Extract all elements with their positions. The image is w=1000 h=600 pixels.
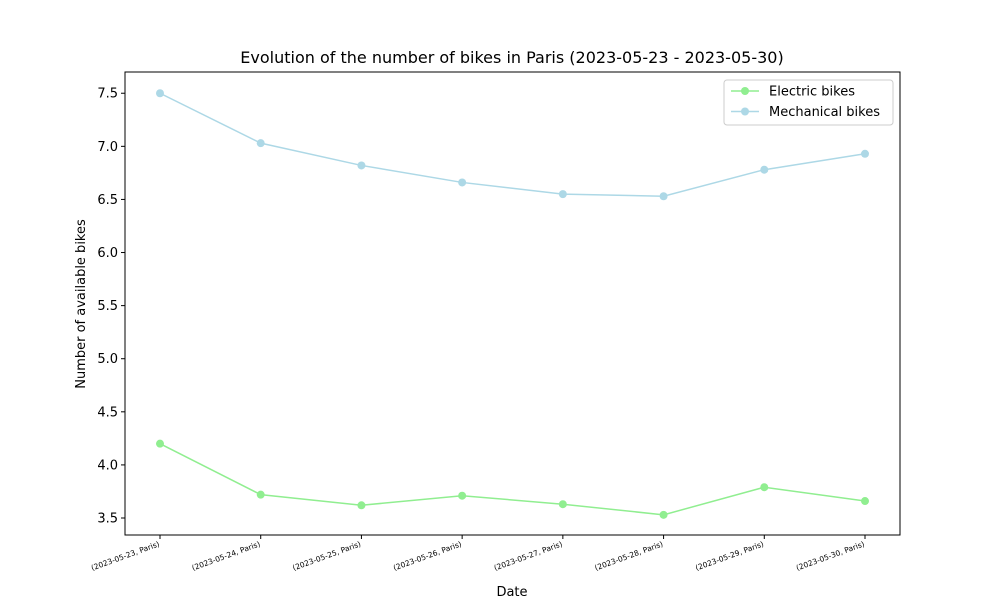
y-tick-label: 4.5: [97, 405, 118, 420]
data-point: [357, 501, 366, 510]
series-layer: [156, 89, 869, 519]
y-tick-label: 6.5: [97, 193, 118, 208]
data-point: [659, 510, 668, 519]
x-axis-ticks: (2023-05-23, Paris) (2023-05-24, Paris) (2…: [90, 535, 866, 573]
data-point: [760, 165, 769, 174]
data-point: [659, 192, 668, 201]
data-point: [256, 490, 265, 499]
legend-box: [723, 79, 894, 126]
y-axis-label: Number of available bikes: [74, 219, 89, 389]
data-point: [458, 491, 467, 500]
data-point: [458, 178, 467, 187]
y-tick-label: 3.5: [97, 512, 118, 527]
y-tick-label: 4.0: [97, 458, 118, 473]
y-tick-label: 6.0: [97, 246, 118, 261]
y-tick-label: 7.5: [97, 87, 118, 102]
chart-title: Evolution of the number of bikes in Pari…: [240, 48, 783, 67]
series-mechanical-bikes: [156, 89, 869, 201]
data-point: [558, 500, 567, 509]
data-point: [861, 149, 869, 158]
x-tick-label: (2023-05-27, Paris): [493, 539, 564, 572]
x-axis-label: Date: [496, 585, 527, 600]
series-line: [159, 443, 866, 516]
legend-entry: Mechanical bikes: [731, 105, 880, 120]
x-tick-label: (2023-05-25, Paris): [291, 539, 362, 572]
series-line: [159, 92, 866, 197]
legend-label: Electric bikes: [769, 85, 855, 100]
x-tick-label: (2023-05-30, Paris): [795, 539, 866, 572]
y-tick-label: 5.5: [97, 299, 118, 314]
y-tick-label: 7.0: [97, 140, 118, 155]
x-tick-label: (2023-05-29, Paris): [694, 539, 765, 572]
legend-marker: [741, 107, 749, 116]
data-point: [760, 483, 769, 492]
data-point: [256, 139, 265, 148]
data-point: [156, 439, 164, 448]
x-tick-label: (2023-05-23, Paris): [90, 539, 161, 572]
x-tick-label: (2023-05-24, Paris): [191, 539, 262, 572]
x-tick-label: (2023-05-26, Paris): [392, 539, 463, 572]
data-point: [156, 89, 164, 98]
series-electric-bikes: [156, 439, 869, 519]
plot-area: [124, 71, 901, 536]
x-tick-label: (2023-05-28, Paris): [593, 539, 664, 572]
legend-entry: Electric bikes: [731, 85, 855, 100]
data-point: [357, 161, 366, 170]
y-tick-label: 5.0: [97, 352, 118, 367]
legend: Electric bikes Mechanical bikes: [723, 79, 894, 126]
data-point: [861, 497, 869, 506]
legend-label: Mechanical bikes: [769, 105, 880, 120]
legend-marker: [741, 87, 749, 95]
y-axis-ticks: 3.5 4.0 4.5 5.0 5.5 6.0 6.5 7.0 7.5: [97, 87, 125, 527]
data-point: [558, 190, 567, 199]
